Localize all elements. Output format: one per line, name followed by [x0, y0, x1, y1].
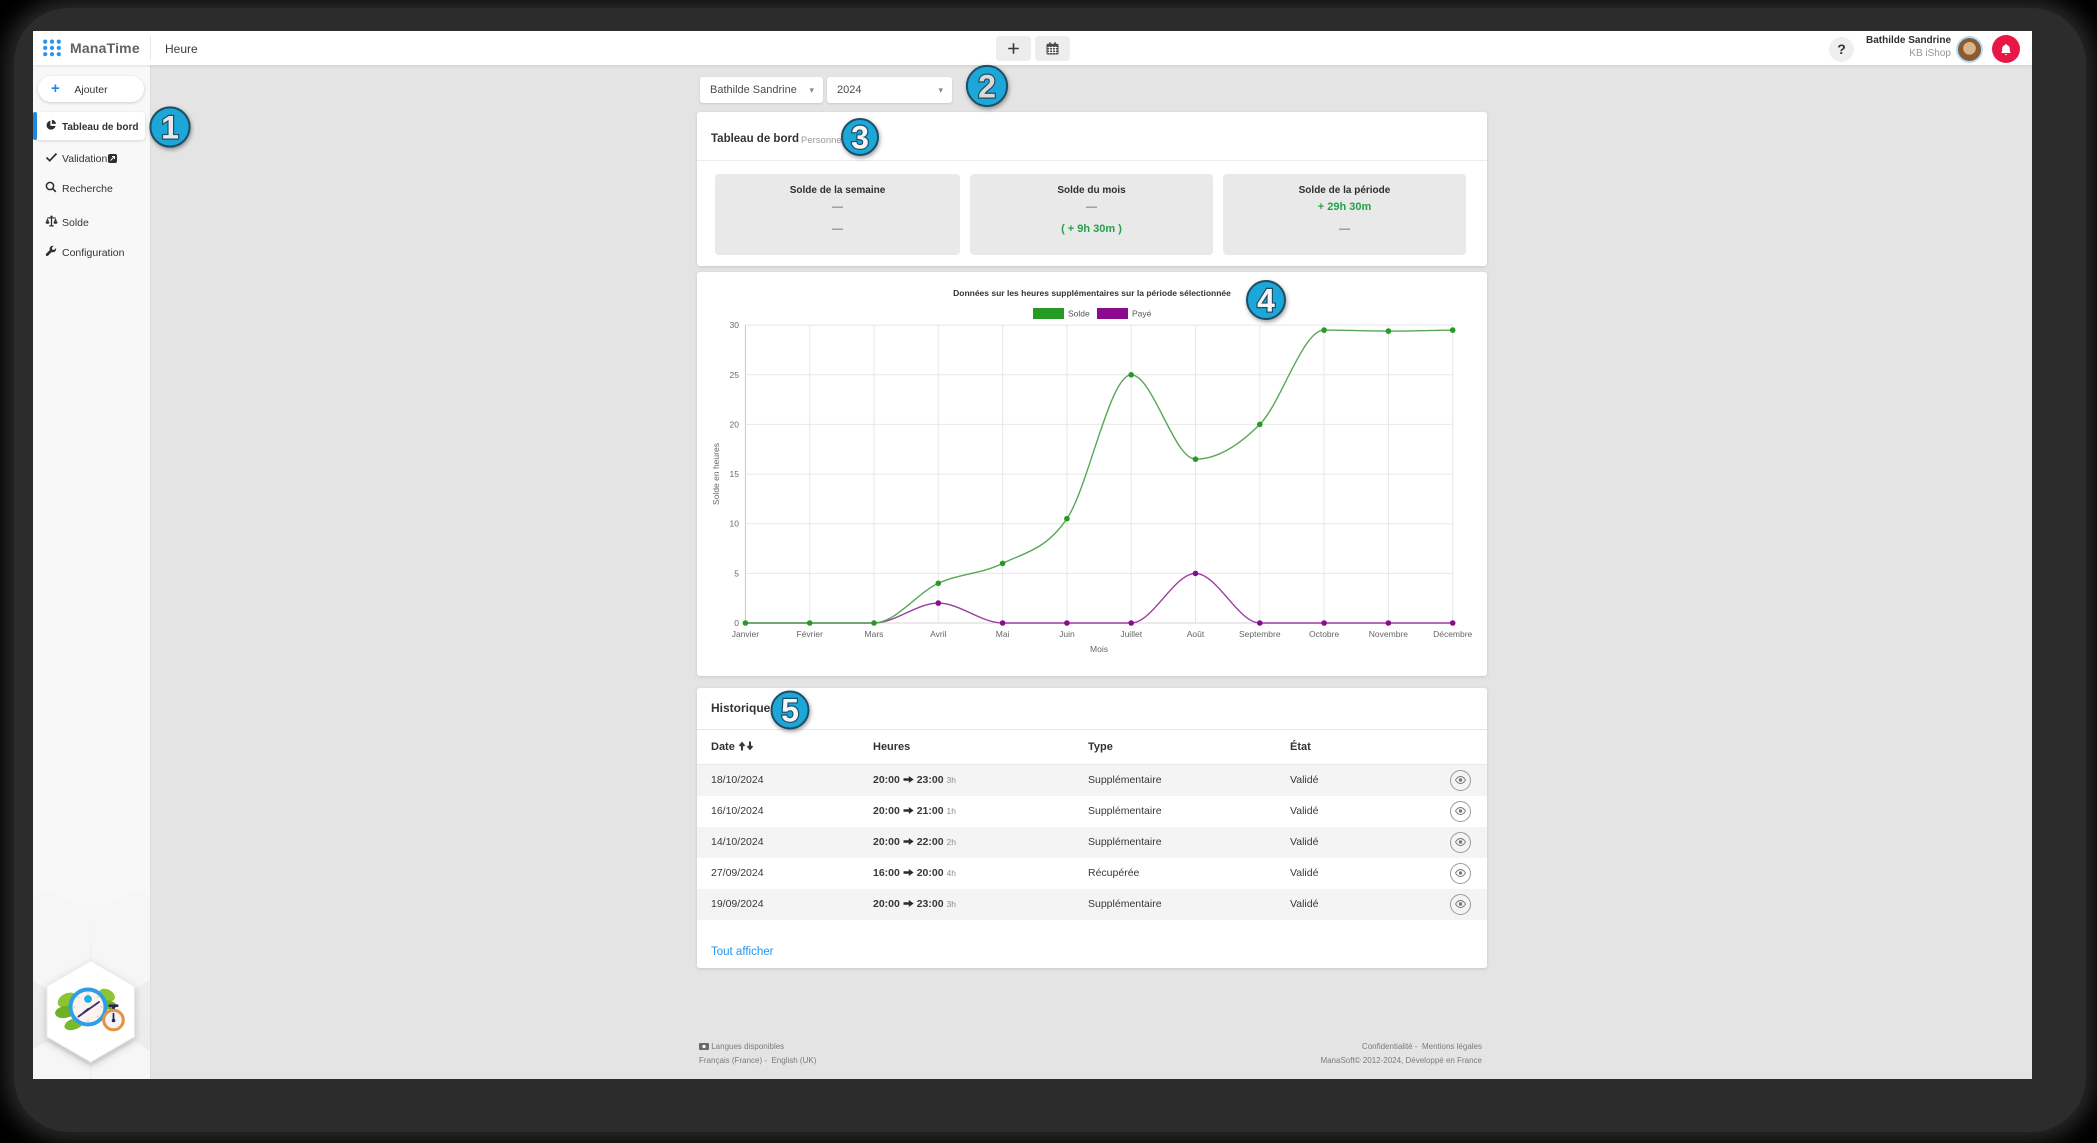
svg-text:2: 2: [978, 69, 996, 105]
svg-text:Juin: Juin: [1059, 629, 1075, 639]
svg-text:Octobre: Octobre: [1309, 629, 1340, 639]
svg-text:Avril: Avril: [930, 629, 946, 639]
svg-text:Septembre: Septembre: [1239, 629, 1281, 639]
svg-text:30: 30: [730, 320, 740, 330]
svg-text:10: 10: [730, 519, 740, 529]
svg-text:1: 1: [161, 109, 179, 145]
svg-text:4: 4: [1257, 283, 1275, 319]
svg-text:Novembre: Novembre: [1369, 629, 1408, 639]
svg-text:Mai: Mai: [996, 629, 1010, 639]
svg-text:20: 20: [730, 419, 740, 429]
svg-text:3: 3: [851, 120, 869, 156]
svg-text:Juillet: Juillet: [1120, 629, 1142, 639]
svg-text:Décembre: Décembre: [1433, 629, 1472, 639]
svg-text:Janvier: Janvier: [732, 629, 760, 639]
svg-text:5: 5: [734, 568, 739, 578]
svg-text:Données sur les heures supplém: Données sur les heures supplémentaires s…: [953, 288, 1231, 298]
svg-text:Payé: Payé: [1132, 309, 1152, 319]
svg-text:0: 0: [734, 618, 739, 628]
svg-text:15: 15: [730, 469, 740, 479]
svg-text:Février: Février: [796, 629, 823, 639]
svg-text:Août: Août: [1187, 629, 1205, 639]
svg-text:Mois: Mois: [1090, 644, 1108, 654]
svg-text:5: 5: [781, 693, 799, 729]
svg-text:Mars: Mars: [865, 629, 884, 639]
svg-text:Solde en heures: Solde en heures: [711, 443, 721, 505]
svg-text:Solde: Solde: [1068, 309, 1090, 319]
svg-text:25: 25: [730, 370, 740, 380]
